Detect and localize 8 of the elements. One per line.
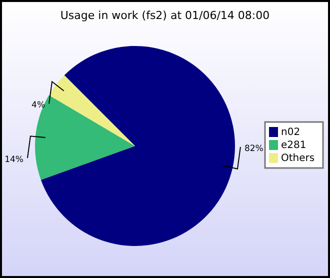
data-label: 4% — [32, 100, 46, 111]
data-label: 14% — [4, 155, 24, 166]
legend-label: e281 — [281, 140, 306, 151]
pie-slice — [48, 75, 135, 146]
chart-title: Usage in work (fs2) at 01/06/14 08:00 — [60, 9, 270, 22]
legend-label: n02 — [281, 127, 300, 138]
legend-label: Others — [281, 153, 315, 164]
data-label: 82% — [244, 144, 264, 154]
